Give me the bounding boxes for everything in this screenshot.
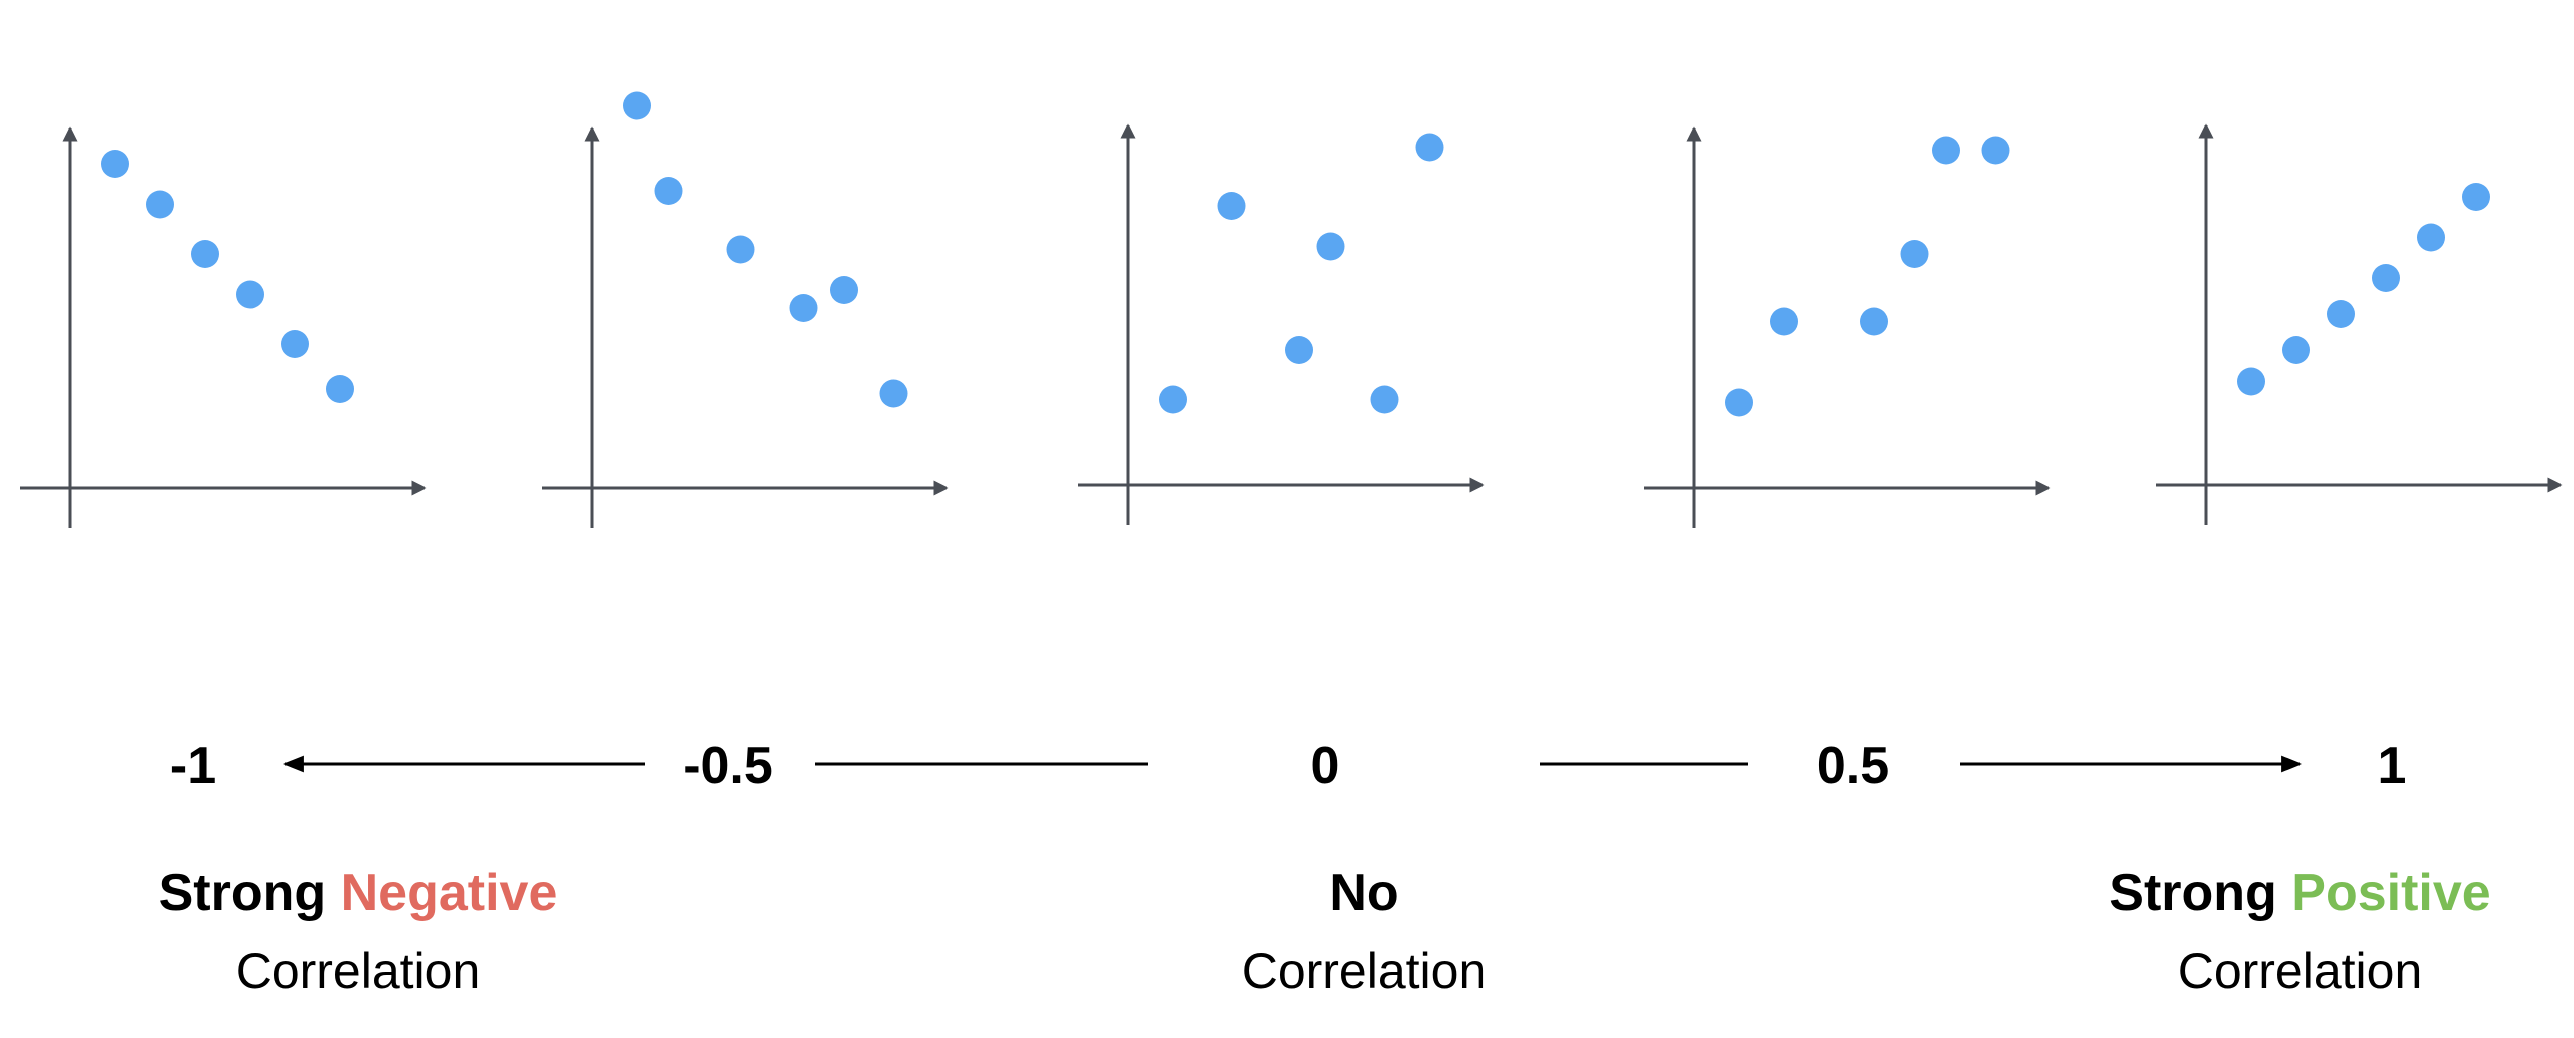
data-point xyxy=(236,280,264,309)
data-point xyxy=(326,375,354,403)
category-no-correlation: No Correlation xyxy=(1242,864,1487,999)
data-point xyxy=(2417,223,2445,252)
data-point xyxy=(281,330,309,358)
data-point xyxy=(830,276,858,304)
scale-label-minus-one: -1 xyxy=(170,737,216,795)
data-point xyxy=(879,379,908,408)
data-point xyxy=(1370,385,1399,414)
data-point xyxy=(1860,307,1888,336)
category-title-none: No xyxy=(1329,864,1398,922)
data-point xyxy=(789,294,818,322)
category-strong-positive: Strong Positive Correlation xyxy=(2109,864,2490,999)
category-title-negative: Strong Negative xyxy=(159,864,558,922)
scale-label-plus-half: 0.5 xyxy=(1817,737,1889,795)
data-point xyxy=(1932,136,1960,165)
scatter-panel-moderate-positive xyxy=(1644,126,2051,528)
scatter-panel-strong-negative xyxy=(20,126,427,528)
data-point xyxy=(146,190,174,219)
category-word-strong: Strong xyxy=(2109,864,2277,922)
correlation-scale: -1 -0.5 0 0.5 1 xyxy=(170,737,2407,795)
data-point xyxy=(2237,367,2265,396)
data-point xyxy=(2282,336,2310,364)
data-point xyxy=(1981,136,2010,165)
data-point xyxy=(1217,192,1246,220)
data-point xyxy=(1415,133,1444,162)
positive-word: Positive xyxy=(2291,864,2490,922)
scale-label-minus-half: -0.5 xyxy=(683,737,773,795)
category-title-positive: Strong Positive xyxy=(2109,864,2490,922)
data-point xyxy=(726,235,755,264)
data-point xyxy=(2327,300,2355,328)
data-point xyxy=(1316,232,1345,261)
category-subtitle-negative: Correlation xyxy=(236,943,481,999)
scale-label-plus-one: 1 xyxy=(2378,737,2407,795)
data-point xyxy=(654,177,683,205)
data-point xyxy=(623,91,651,120)
scale-label-zero: 0 xyxy=(1311,737,1340,795)
data-point xyxy=(1900,240,1929,268)
negative-word: Negative xyxy=(341,864,558,922)
data-point xyxy=(1725,388,1753,417)
data-point xyxy=(2372,264,2400,292)
data-point xyxy=(1159,385,1187,414)
category-word-strong: Strong xyxy=(159,864,327,922)
scatter-panel-moderate-negative xyxy=(542,91,949,528)
scatter-panel-no-correlation xyxy=(1078,123,1485,525)
scatter-panels xyxy=(20,91,2563,528)
data-point xyxy=(2462,183,2490,211)
data-point xyxy=(1770,307,1798,336)
scatter-panel-strong-positive xyxy=(2156,123,2563,525)
data-point xyxy=(191,240,219,268)
category-subtitle-positive: Correlation xyxy=(2178,943,2423,999)
category-strong-negative: Strong Negative Correlation xyxy=(159,864,558,999)
category-subtitle-none: Correlation xyxy=(1242,943,1487,999)
data-point xyxy=(1285,336,1313,364)
data-point xyxy=(101,150,129,178)
